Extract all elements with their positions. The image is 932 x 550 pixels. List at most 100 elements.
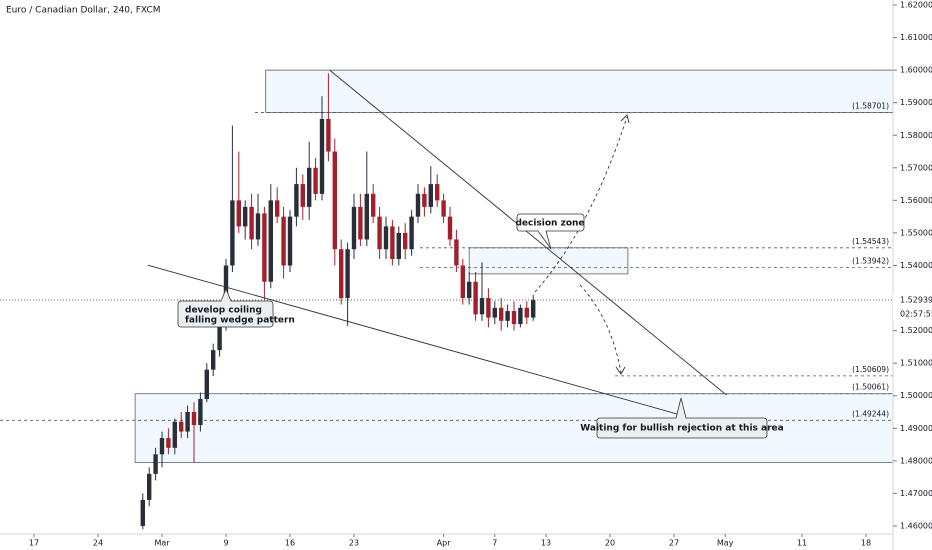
- x-tick-label: 18: [861, 539, 871, 548]
- level-label: (1.53942): [852, 256, 889, 265]
- projection-up: [534, 116, 628, 293]
- y-tick-label: 1.47000: [900, 489, 932, 498]
- candle-body: [498, 307, 504, 321]
- candle-body: [396, 232, 401, 259]
- callout-box: [516, 213, 585, 232]
- candle-body: [255, 213, 261, 240]
- candle-body: [524, 307, 529, 318]
- level-label: (1.49244): [852, 409, 889, 418]
- candle-body: [166, 438, 171, 448]
- level-label: (1.50061): [852, 383, 889, 392]
- x-tick-label: 17: [29, 539, 39, 548]
- y-tick-label: 1.48000: [900, 456, 932, 465]
- candle-body: [153, 454, 158, 474]
- candle-body: [146, 473, 152, 500]
- candle-body: [262, 213, 267, 282]
- annotation: decision zone: [515, 219, 584, 229]
- candle-body: [332, 151, 337, 250]
- zone: [265, 69, 894, 113]
- x-tick-label: 7: [492, 539, 497, 548]
- y-tick-label: 1.57000: [900, 163, 932, 172]
- candle-body: [191, 412, 197, 426]
- callout-pointer: [537, 230, 552, 250]
- candle-body: [217, 324, 222, 351]
- x-tick-label: 27: [669, 539, 679, 548]
- candle-body: [492, 307, 497, 318]
- countdown: 02:57:55: [900, 310, 932, 319]
- y-tick-label: 1.58000: [900, 131, 932, 140]
- callout-pointer: [675, 397, 687, 419]
- arrowhead: [615, 366, 626, 375]
- y-tick-label: 1.62000: [900, 1, 932, 10]
- y-tick-label: 1.49000: [900, 424, 932, 433]
- x-tick-label: 11: [797, 539, 807, 548]
- candle-body: [185, 412, 190, 432]
- y-tick-label: 1.50000: [900, 391, 932, 400]
- candle-body: [466, 281, 472, 299]
- candle-body: [505, 311, 510, 321]
- arrowhead: [620, 114, 630, 124]
- candle-body: [473, 281, 478, 315]
- candle-body: [178, 421, 184, 432]
- x-tick-label: 23: [349, 539, 359, 548]
- candle-body: [460, 265, 465, 299]
- candle-body: [230, 200, 235, 266]
- candle-body: [242, 206, 248, 227]
- candle-body: [415, 193, 421, 217]
- candle-body: [198, 398, 203, 426]
- candle-body: [358, 206, 363, 240]
- candle-body: [319, 118, 325, 194]
- candle-body: [345, 249, 350, 299]
- candle-body: [364, 193, 369, 240]
- candle-body: [140, 499, 145, 526]
- trendline: [147, 264, 681, 416]
- level-label: (1.54543): [852, 237, 889, 246]
- candle-body: [300, 184, 305, 207]
- candle-body: [204, 369, 209, 399]
- candle-body: [351, 206, 357, 250]
- candle-body: [409, 216, 414, 250]
- candle-body: [447, 216, 453, 240]
- candle-body: [434, 184, 440, 201]
- candle-body: [287, 216, 293, 266]
- last-price-label: 1.52939: [900, 296, 932, 305]
- zone: [468, 247, 629, 275]
- candle-body: [306, 167, 312, 207]
- candle-body: [294, 184, 299, 217]
- x-tick-label: Mar: [154, 539, 170, 548]
- countdown-box: [893, 307, 932, 321]
- y-tick-label: 1.56000: [900, 196, 932, 205]
- plot-area: (1.58701) (1.54543) (1.53942) (1.50609) (1.5…: [0, 69, 894, 530]
- y-tick-label: 1.46000: [900, 521, 932, 530]
- x-tick-label: 20: [605, 539, 615, 548]
- candle-body: [511, 311, 517, 325]
- candle-body: [274, 200, 280, 217]
- x-tick-label: 24: [93, 539, 103, 548]
- y-tick-label: 1.55000: [900, 228, 932, 237]
- candle-body: [338, 249, 344, 299]
- candle-body: [268, 200, 273, 282]
- candle-body: [236, 200, 241, 227]
- candle-body: [249, 206, 254, 240]
- candle-body: [530, 300, 536, 318]
- x-tick-label: 13: [541, 539, 551, 548]
- candle-body: [454, 239, 459, 266]
- candle-body: [159, 438, 165, 455]
- x-tick-label: May: [717, 539, 734, 548]
- candle-body: [210, 350, 216, 370]
- candle-body: [172, 421, 177, 448]
- level-label: (1.50609): [852, 365, 889, 374]
- trendline: [329, 69, 727, 396]
- y-tick-label: 1.54000: [900, 261, 932, 270]
- candle-body: [390, 226, 395, 259]
- candle-body: [486, 298, 491, 318]
- y-tick-label: 1.52000: [900, 326, 932, 335]
- candle-body: [383, 226, 389, 250]
- y-tick-label: 1.60000: [900, 66, 932, 75]
- chart-title: Euro / Canadian Dollar, 240, FXCM: [6, 6, 160, 16]
- y-tick-label: 1.51000: [900, 359, 932, 368]
- callout-pointer: [220, 287, 232, 302]
- candle-body: [370, 193, 376, 217]
- candle-body: [518, 307, 523, 325]
